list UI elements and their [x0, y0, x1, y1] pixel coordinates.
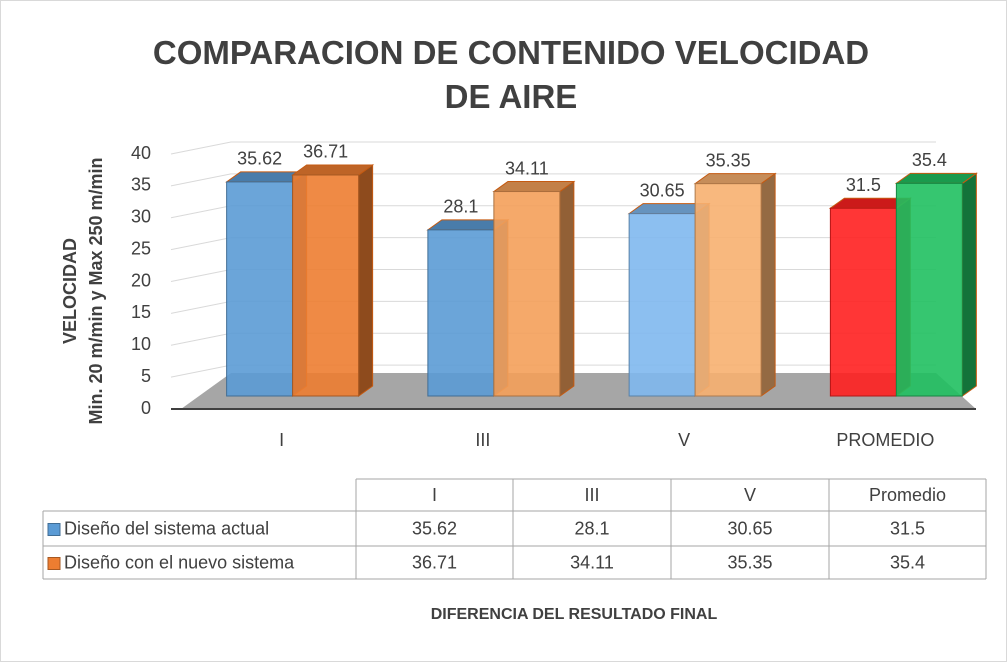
- legend-swatch: [47, 557, 61, 570]
- bar-side: [760, 172, 776, 397]
- y-tick-label: 40: [131, 143, 151, 163]
- bar: [829, 207, 897, 397]
- value-label: 34.11: [505, 158, 549, 178]
- y-tick-label: 25: [131, 238, 151, 258]
- bar: [427, 229, 495, 397]
- bar: [226, 181, 294, 397]
- x-tick-label: PROMEDIO: [836, 430, 934, 450]
- bar-side: [358, 164, 374, 397]
- y-tick-label: 15: [131, 302, 151, 322]
- bar-side: [961, 172, 977, 397]
- legend-label: Diseño del sistema actual: [64, 518, 269, 538]
- x-tick-label: I: [279, 430, 284, 450]
- value-label: 36.71: [303, 142, 348, 162]
- value-label: 31.5: [846, 175, 881, 195]
- bar: [493, 191, 561, 397]
- floor: [181, 373, 976, 409]
- table-header: I: [432, 485, 437, 505]
- y-axis-label: VELOCIDAD Min. 20 m/min y Max 250 m/min: [60, 157, 106, 424]
- table-value: 30.65: [727, 518, 772, 538]
- bar-side: [559, 180, 575, 397]
- bar-top: [291, 164, 375, 176]
- y-tick-label: 0: [141, 398, 151, 418]
- table-value: 35.4: [890, 552, 925, 572]
- bar-top: [492, 181, 576, 193]
- y-tick-label: 10: [131, 334, 151, 354]
- table-value: 35.35: [727, 552, 772, 572]
- table-value: 35.62: [412, 518, 457, 538]
- value-label: 28.1: [443, 197, 478, 217]
- y-tick-label: 20: [131, 270, 151, 290]
- table-value: 34.11: [570, 552, 614, 572]
- legend-swatch: [47, 523, 61, 536]
- y-axis-label-line: VELOCIDAD: [60, 238, 80, 344]
- bar-top: [693, 173, 777, 185]
- grid-line: [170, 173, 936, 187]
- bar: [694, 183, 762, 397]
- x-axis-label: DIFERENCIA DEL RESULTADO FINAL: [431, 606, 718, 623]
- y-tick-label: 35: [131, 175, 151, 195]
- table-header: Promedio: [869, 485, 946, 505]
- value-label: 35.4: [912, 150, 947, 170]
- bar: [628, 213, 696, 397]
- value-label: 35.62: [237, 149, 282, 169]
- y-axis-label-line: Min. 20 m/min y Max 250 m/min: [86, 157, 106, 424]
- table-header: III: [584, 485, 599, 505]
- y-tick-label: 30: [131, 207, 151, 227]
- bar-top: [894, 172, 978, 184]
- chart-title: COMPARACION DE CONTENIDO VELOCIDAD DE AI…: [152, 34, 870, 115]
- table-value: 31.5: [890, 518, 925, 538]
- table-value: 36.71: [412, 552, 457, 572]
- bar: [292, 174, 360, 397]
- table-header: V: [744, 485, 756, 505]
- legend-label: Diseño con el nuevo sistema: [64, 552, 295, 572]
- value-label: 35.35: [706, 150, 751, 170]
- y-tick-label: 5: [141, 366, 151, 386]
- value-label: 30.65: [640, 180, 685, 200]
- x-tick-label: III: [475, 430, 490, 450]
- grid-line: [170, 141, 936, 155]
- table-value: 28.1: [574, 518, 609, 538]
- x-tick-label: V: [678, 430, 690, 450]
- bar: [895, 182, 963, 397]
